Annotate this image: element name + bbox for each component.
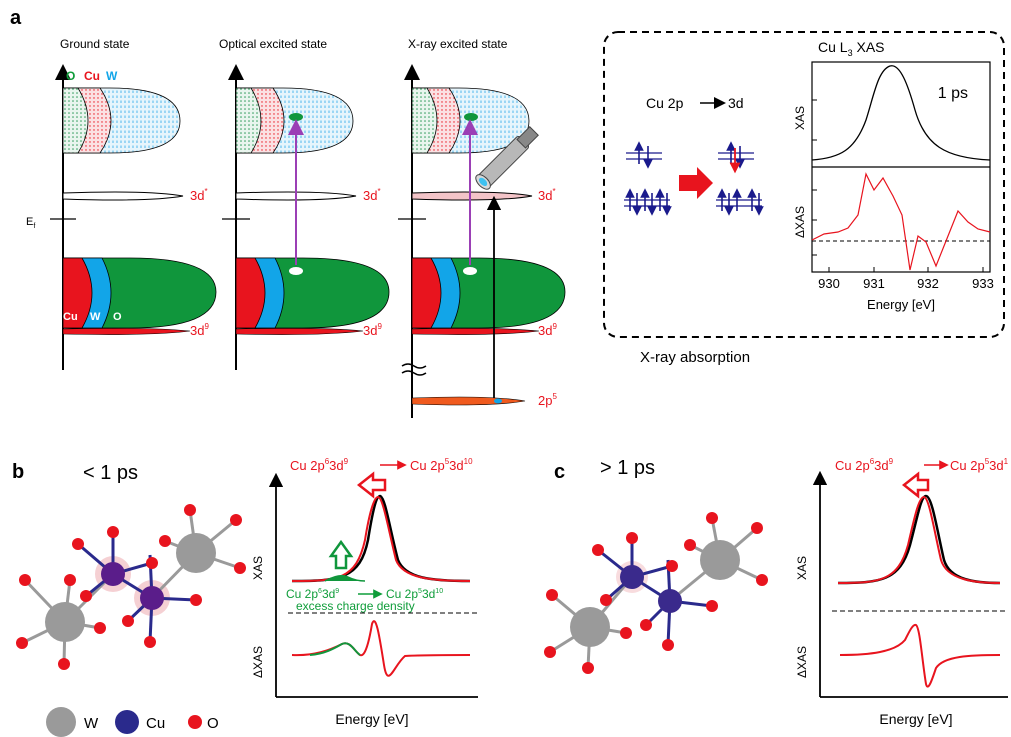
panel-b-green-transition-right: Cu 2p53d10 bbox=[386, 587, 443, 601]
panel-b-ylabel-dxas: ΔXAS bbox=[251, 646, 265, 678]
xray-state-title: X-ray excited state bbox=[408, 37, 508, 51]
inset-xtick-933: 933 bbox=[972, 276, 994, 291]
legend-cu-top: Cu bbox=[84, 69, 100, 83]
xas-inset: Cu 2p 3d bbox=[603, 31, 1005, 338]
panel-b-transition-left: Cu 2p63d9 bbox=[290, 457, 349, 473]
molecule-b bbox=[16, 504, 246, 670]
panel-c-transition-right: Cu 2p53d1 bbox=[950, 457, 1009, 473]
inset-transition: Cu 2p bbox=[646, 95, 684, 111]
legend-o-top: O bbox=[66, 69, 75, 83]
panel-c-time: > 1 ps bbox=[600, 457, 655, 479]
panel-b-plot: XAS ΔXAS Energy [eV] bbox=[251, 471, 478, 727]
electron-config-initial bbox=[624, 141, 672, 216]
level-3d9-xray: 3d9 bbox=[538, 322, 557, 338]
panel-c-ylabel-dxas: ΔXAS bbox=[795, 646, 809, 678]
molecule-c bbox=[544, 512, 768, 674]
legend-w-top: W bbox=[106, 69, 118, 83]
legend-w-label: W bbox=[84, 715, 99, 732]
panel-c-ylabel-xas: XAS bbox=[795, 556, 809, 580]
panel-b-time: < 1 ps bbox=[83, 462, 138, 484]
level-3d9-optical: 3d9 bbox=[363, 322, 382, 338]
optical-state-diagram bbox=[222, 64, 390, 370]
inset-xlabel: Energy [eV] bbox=[867, 297, 935, 312]
atom-legend: W Cu O bbox=[46, 707, 219, 737]
xray-state-diagram bbox=[398, 64, 566, 418]
inset-transition-end: 3d bbox=[728, 95, 744, 111]
level-3d-star-ground: 3d* bbox=[190, 187, 208, 203]
legend-cu-bottom: Cu bbox=[63, 311, 78, 323]
panel-b-xlabel: Energy [eV] bbox=[335, 711, 408, 727]
legend-o-bottom: O bbox=[113, 311, 122, 323]
panel-b-transition-right: Cu 2p53d10 bbox=[410, 457, 473, 473]
ground-state-diagram: O Cu W Cu W O bbox=[50, 64, 217, 370]
panel-c-letter: c bbox=[554, 461, 565, 483]
level-3d9-ground: 3d9 bbox=[190, 322, 209, 338]
panel-b-green-transition: Cu 2p63d9 bbox=[286, 587, 339, 601]
panel-b-excess-charge: excess charge density bbox=[296, 599, 415, 613]
electron-config-final bbox=[716, 141, 764, 216]
inset-time-label: 1 ps bbox=[938, 85, 968, 102]
legend-o-atom bbox=[188, 715, 202, 729]
optical-state-title: Optical excited state bbox=[219, 37, 327, 51]
fermi-label: Ef bbox=[26, 216, 35, 230]
level-3d-star-xray: 3d* bbox=[538, 187, 556, 203]
panel-a-letter: a bbox=[10, 7, 22, 29]
panel-b-ylabel-xas: XAS bbox=[251, 556, 265, 580]
legend-o-label: O bbox=[207, 715, 219, 732]
inset-xtick-930: 930 bbox=[818, 276, 840, 291]
legend-cu-label: Cu bbox=[146, 715, 165, 732]
legend-cu-atom bbox=[115, 710, 139, 734]
panel-c-plot: XAS ΔXAS Energy [eV] bbox=[795, 470, 1008, 727]
level-3d-star-optical: 3d* bbox=[363, 187, 381, 203]
panel-c-transition-left: Cu 2p63d9 bbox=[835, 457, 894, 473]
ground-state-title: Ground state bbox=[60, 37, 130, 51]
inset-xtick-932: 932 bbox=[917, 276, 939, 291]
level-2p5: 2p5 bbox=[538, 392, 557, 408]
inset-xas-title: Cu L3 XAS bbox=[818, 39, 885, 58]
panel-b-letter: b bbox=[12, 461, 24, 483]
legend-w-bottom: W bbox=[90, 311, 101, 323]
inset-ylabel-dxas: ΔXAS bbox=[793, 206, 807, 238]
inset-ylabel-xas: XAS bbox=[793, 106, 807, 130]
inset-xtick-931: 931 bbox=[863, 276, 885, 291]
inset-caption: X-ray absorption bbox=[640, 349, 750, 366]
panel-c-xlabel: Energy [eV] bbox=[879, 711, 952, 727]
legend-w-atom bbox=[46, 707, 76, 737]
